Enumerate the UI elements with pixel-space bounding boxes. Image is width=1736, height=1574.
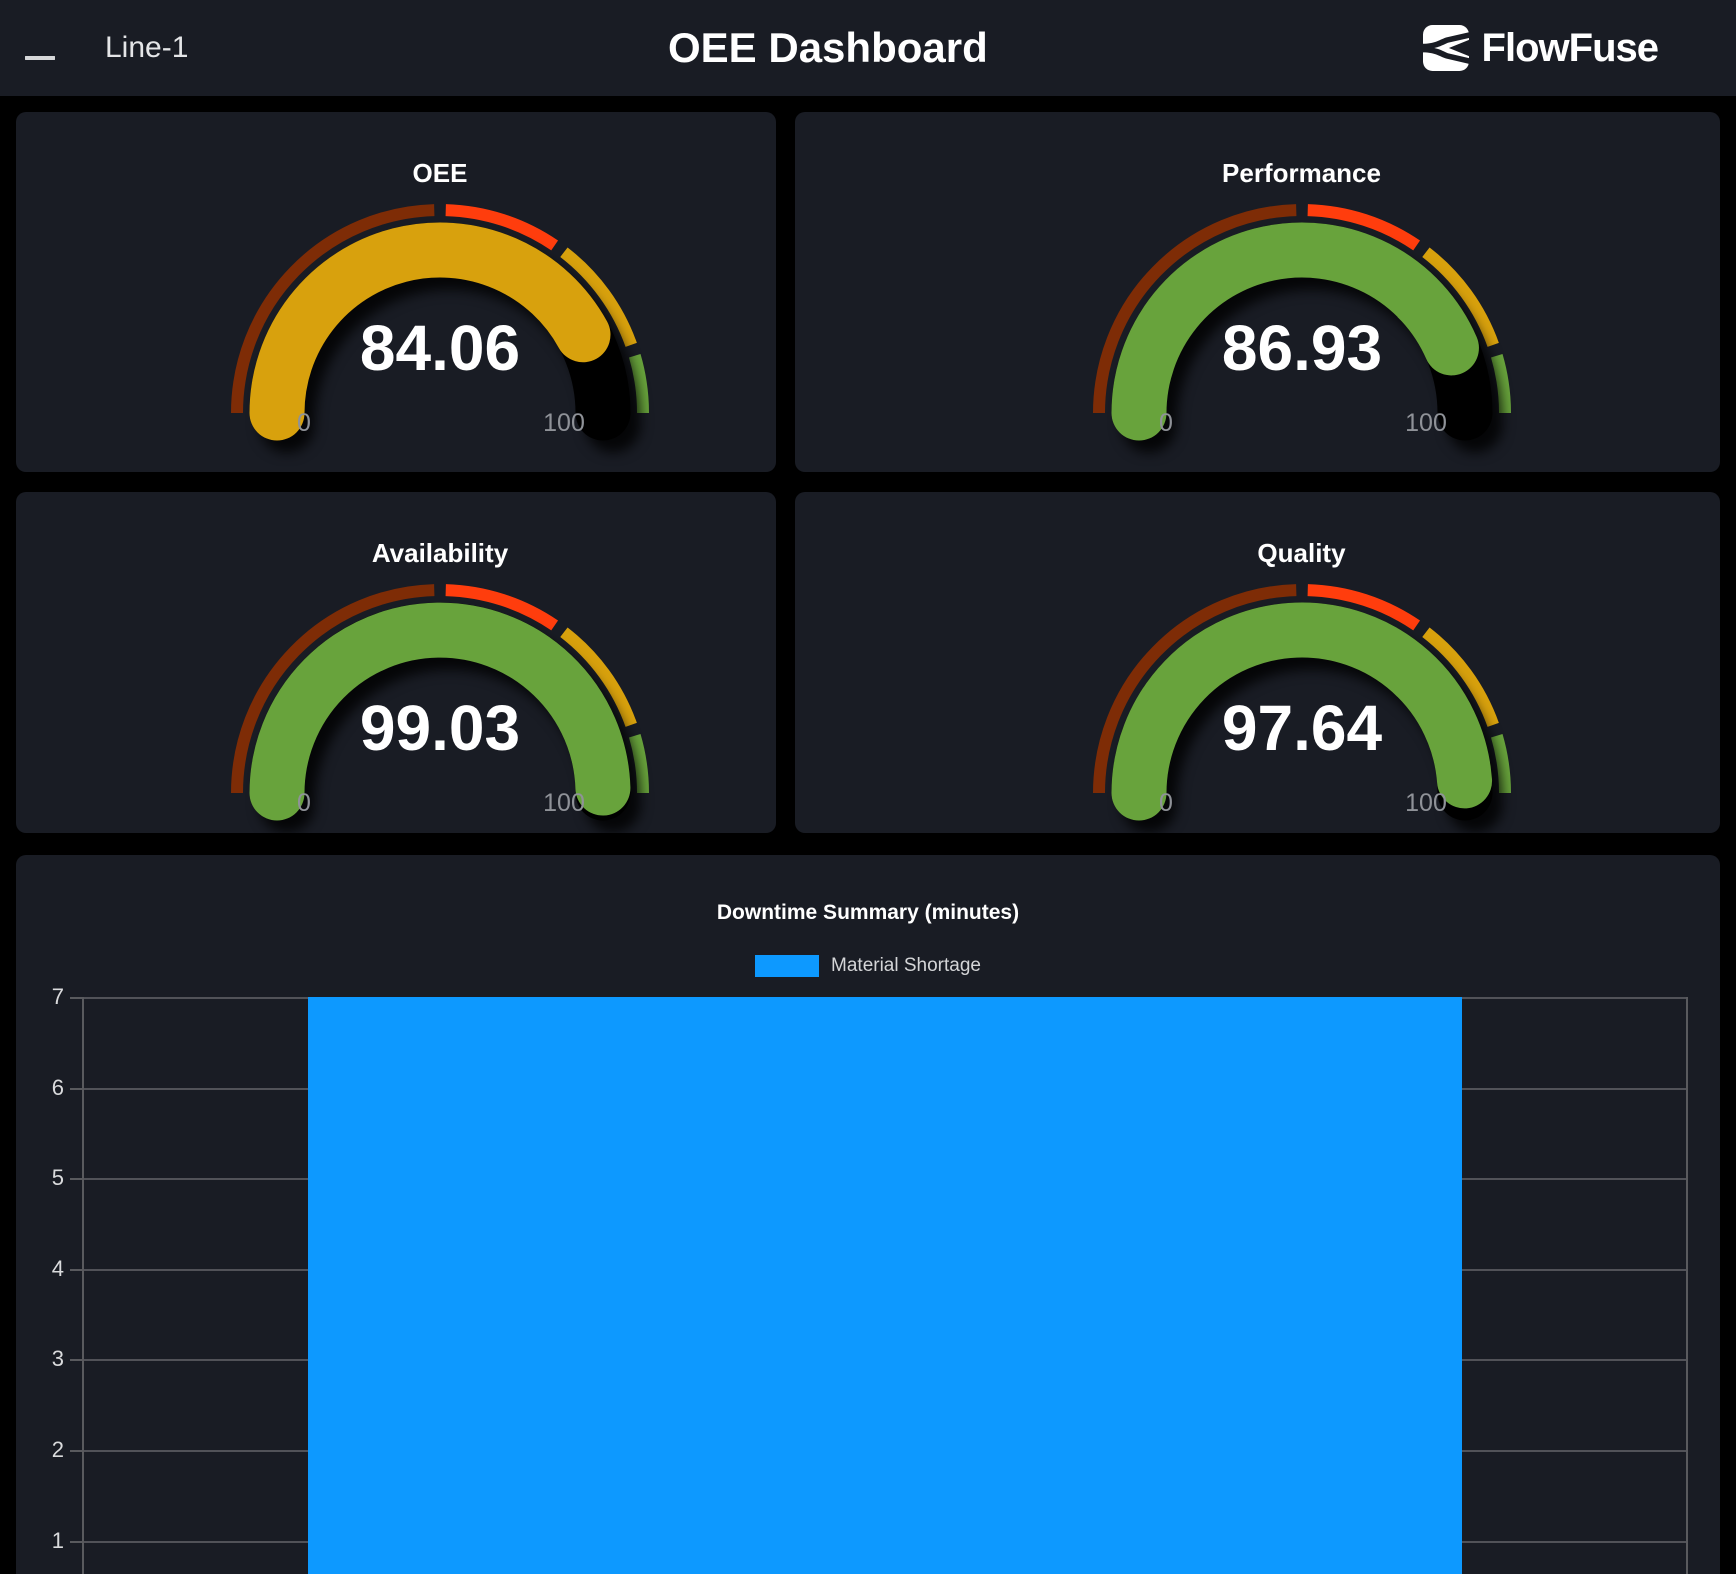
legend-swatch <box>755 955 820 977</box>
gauge-card-performance: Performance 86.93 0 100 <box>795 112 1720 472</box>
gauge-segment-ring <box>1092 584 1511 794</box>
chart-legend-item[interactable]: Material Shortage <box>16 955 1720 977</box>
y-axis-tick <box>70 1087 82 1090</box>
y-axis-tick-label: 6 <box>51 1074 64 1100</box>
gauge-max-label: 100 <box>1405 409 1447 437</box>
gauge-min-label: 0 <box>1159 409 1173 437</box>
y-axis-tick-label: 7 <box>51 984 64 1009</box>
bar-material-shortage[interactable] <box>308 997 1462 1574</box>
y-axis-tick-label: 5 <box>51 1165 64 1191</box>
dashboard-main: OEE 84.06 0 100 Performance 86.93 0 1 <box>0 112 1736 1574</box>
gauge-max-label: 100 <box>543 789 585 817</box>
gauge-quality: 97.64 0 100 <box>1092 584 1511 821</box>
gauge-value-quality: 97.64 <box>1221 692 1382 764</box>
legend-label: Material Shortage <box>831 955 981 976</box>
y-axis-tick <box>70 1268 82 1271</box>
y-axis-tick-label: 2 <box>51 1437 64 1462</box>
gauge-min-label: 0 <box>297 409 311 437</box>
page-name: Line-1 <box>105 31 189 64</box>
y-axis-tick <box>70 1450 82 1452</box>
gauge-value-oee: 84.06 <box>360 312 520 384</box>
gauge-segment-ring <box>1092 204 1511 414</box>
menu-button[interactable] <box>25 38 55 60</box>
y-axis-tick-label: 1 <box>51 1527 64 1553</box>
gauge-value-performance: 86.93 <box>1221 312 1381 384</box>
chart-title: Downtime Summary (minutes) <box>716 901 1020 924</box>
y-axis-tick <box>70 1540 82 1543</box>
gauge-availability: 99.03 0 100 <box>231 584 649 821</box>
gauge-value-arc <box>249 222 631 441</box>
gauge-card-oee: OEE 84.06 0 100 <box>16 112 776 472</box>
gauge-value-arc <box>249 602 631 821</box>
gauge-title-quality: Quality <box>1257 538 1346 568</box>
app-header: Line-1 OEE Dashboard FlowFuse <box>0 0 1736 96</box>
downtime-chart-card: Downtime Summary (minutes) Material Shor… <box>16 855 1720 1574</box>
chart-plot-area: 7 6 5 4 3 2 1 <box>52 984 1688 1574</box>
gauge-performance: 86.93 0 100 <box>1092 204 1511 441</box>
gauge-max-label: 100 <box>1405 789 1447 817</box>
y-axis-tick <box>70 1178 82 1181</box>
gauge-min-label: 0 <box>1159 789 1173 817</box>
gauge-value-availability: 99.03 <box>360 692 520 764</box>
gauge-value-arc <box>1111 222 1492 441</box>
y-axis-tick <box>70 1359 82 1362</box>
gauge-title-availability: Availability <box>371 538 509 568</box>
y-axis-tick-label: 3 <box>51 1346 64 1372</box>
flowfuse-logo-icon <box>1422 25 1469 71</box>
y-axis-tick <box>70 997 82 999</box>
gauge-segment-ring <box>231 584 649 794</box>
page-title: OEE Dashboard <box>668 24 988 71</box>
gauge-row-1: OEE 84.06 0 100 Performance 86.93 0 1 <box>16 112 1720 472</box>
gauge-card-availability: Availability 99.03 0 100 <box>16 492 776 833</box>
brand: FlowFuse <box>1422 0 1659 96</box>
gauge-segment-ring <box>231 204 649 414</box>
gauge-value-arc <box>1111 602 1492 821</box>
gauge-row-2: Availability 99.03 0 100 Quality 97.64 0 <box>16 492 1720 833</box>
y-axis-tick-label: 4 <box>51 1255 64 1281</box>
gauge-max-label: 100 <box>543 409 585 437</box>
gauge-card-quality: Quality 97.64 0 100 <box>795 492 1720 833</box>
gauge-oee: 84.06 0 100 <box>231 204 649 441</box>
gauge-title-performance: Performance <box>1222 158 1381 188</box>
gauge-title-oee: OEE <box>412 158 468 188</box>
brand-name: FlowFuse <box>1481 25 1659 70</box>
gauge-min-label: 0 <box>297 789 311 817</box>
